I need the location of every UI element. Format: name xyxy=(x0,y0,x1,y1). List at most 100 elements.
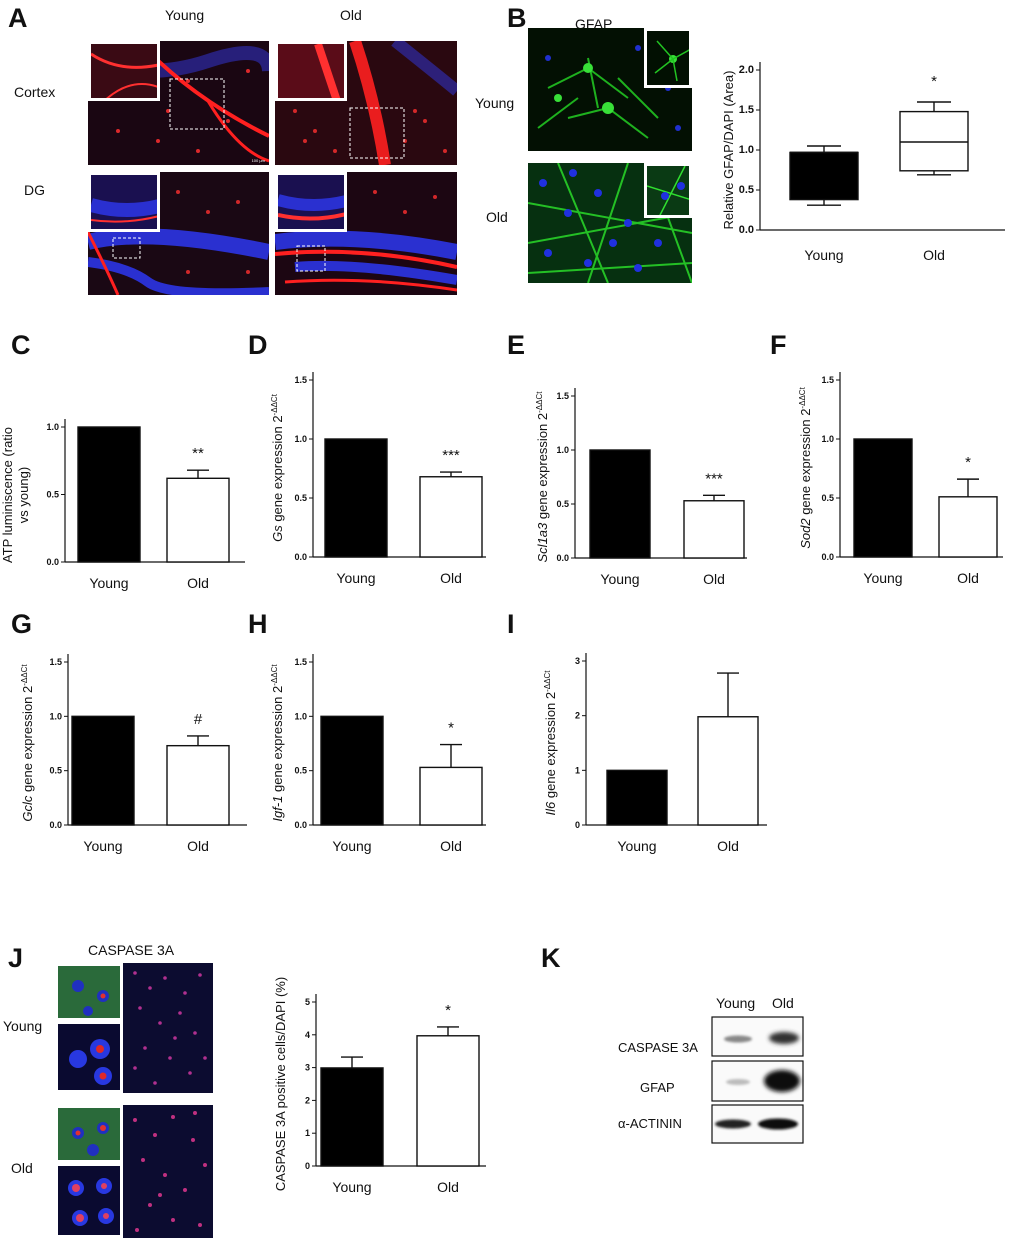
chart-b-ytick-label: 1.5 xyxy=(739,104,754,116)
chart-i-ytick-label: 1 xyxy=(575,765,580,775)
chart-b-box-young xyxy=(789,151,859,201)
chart-g-significance: # xyxy=(194,711,203,728)
micrograph-dg-young xyxy=(88,172,269,295)
chart-h-ytick-label: 0.0 xyxy=(294,820,307,830)
chart-g-ytick-label: 1.0 xyxy=(49,711,62,721)
panel-label-c: C xyxy=(11,330,31,360)
chart-i-xtick-label: Old xyxy=(717,838,739,854)
inset-dg-young xyxy=(88,172,160,232)
chart-g-bar-old xyxy=(166,744,230,826)
chart-h-ytick-label: 0.5 xyxy=(294,766,307,776)
panel-b-old-label: Old xyxy=(486,209,508,225)
inset-cortex-old-stain xyxy=(314,44,341,98)
inset-caspase-old-merge xyxy=(55,1105,123,1163)
chart-e-xtick-label: Young xyxy=(600,571,639,587)
chart-j-ytick-label: 3 xyxy=(305,1063,310,1073)
chart-e-ylabel: Scl1a3 gene expression 2-ΔΔCt xyxy=(535,391,550,563)
chart-c-bar-old xyxy=(166,477,230,563)
chart-e-significance: *** xyxy=(705,470,723,487)
inset-caspase-old-merge-stain xyxy=(72,1122,109,1156)
panel-j-old-label: Old xyxy=(11,1160,33,1176)
band-caspase-old xyxy=(769,1032,799,1044)
panel-label-d: D xyxy=(248,330,268,360)
chart-d-ytick-label: 1.0 xyxy=(294,434,307,444)
chart-f-bar-old xyxy=(938,496,998,558)
chart-b-ytick-label: 2.0 xyxy=(739,64,754,76)
chart-c-bar-young xyxy=(77,426,141,563)
chart-j-xtick-label: Old xyxy=(437,1179,459,1195)
chart-g-xtick-label: Old xyxy=(187,838,209,854)
band-gfap-young xyxy=(726,1079,750,1085)
chart-c-ylabel: ATP luminiscence (ratiovs young) xyxy=(0,427,31,563)
chart-j-bar-old xyxy=(416,1035,480,1167)
chart-h-bar-young xyxy=(320,715,384,826)
chart-e-bar-young xyxy=(589,449,651,559)
chart-d-ylabel: Gs gene expression 2-ΔΔCt xyxy=(270,393,285,542)
chart-h-ylabel: Igf-1 gene expression 2-ΔΔCt xyxy=(270,664,285,822)
chart-b-ytick-label: 0.5 xyxy=(739,184,754,196)
chart-i-ytick-label: 3 xyxy=(575,656,580,666)
chart-j-ytick-label: 2 xyxy=(305,1095,310,1105)
inset-caspase-young-zoom-stain xyxy=(69,1039,112,1085)
chart-f-significance: * xyxy=(965,454,971,471)
panel-label-b: B xyxy=(507,3,527,33)
chart-b-ytick-label: 1.0 xyxy=(739,144,754,156)
chart-f-xtick-label: Old xyxy=(957,570,979,586)
chart-d-ytick-label: 1.5 xyxy=(294,375,307,385)
chart-i-ytick-label: 2 xyxy=(575,711,580,721)
chart-i-bar-young xyxy=(606,769,668,826)
chart-b-xtick-label: Old xyxy=(923,247,945,263)
wb-label-actinin: α-ACTININ xyxy=(618,1116,682,1131)
cortex-old-stain xyxy=(275,41,457,165)
chart-c-xtick-label: Old xyxy=(187,575,209,591)
inset-caspase-young-merge-stain xyxy=(72,980,109,1016)
chart-c-ytick-label: 0.5 xyxy=(46,490,59,500)
panel-a-dg-label: DG xyxy=(24,182,45,198)
inset-dg-young-stain xyxy=(91,198,157,223)
inset-gfap-old xyxy=(644,163,692,218)
chart-e-ytick-label: 0.0 xyxy=(556,553,569,563)
panel-b-young-label: Young xyxy=(475,95,515,111)
chart-f-ytick-label: 1.5 xyxy=(821,375,834,385)
chart-i-ytick-label: 0 xyxy=(575,820,580,830)
chart-d-significance: *** xyxy=(442,447,460,464)
chart-b-ytick-label: 0.0 xyxy=(739,224,754,236)
inset-caspase-old-zoom xyxy=(55,1163,123,1238)
chart-j-significance: * xyxy=(445,1002,451,1019)
chart-h-xtick-label: Young xyxy=(332,838,371,854)
inset-gfap-young-stain xyxy=(654,40,689,82)
chart-h-bar-old xyxy=(419,766,483,826)
panel-label-e: E xyxy=(507,330,526,360)
chart-g-ytick-label: 0.5 xyxy=(49,766,62,776)
panel-j-young-label: Young xyxy=(3,1018,43,1034)
panel-label-i: I xyxy=(507,609,515,639)
chart-i-xtick-label: Young xyxy=(617,838,656,854)
chart-j-ylabel: CASPASE 3A positive cells/DAPI (%) xyxy=(273,977,288,1191)
inset-cortex-young-stain xyxy=(91,52,157,98)
band-gfap-old xyxy=(764,1070,800,1092)
chart-g-ytick-label: 1.5 xyxy=(49,657,62,667)
inset-dg-old xyxy=(275,172,347,232)
chart-f-ytick-label: 0.0 xyxy=(821,552,834,562)
chart-d-bar-young xyxy=(324,438,388,558)
panel-label-j: J xyxy=(8,943,24,973)
chart-f-ytick-label: 1.0 xyxy=(821,434,834,444)
chart-d-bar-old xyxy=(419,476,483,558)
chart-f-xtick-label: Young xyxy=(863,570,902,586)
chart-b-xtick-label: Young xyxy=(804,247,843,263)
panel-label-f: F xyxy=(770,330,787,360)
chart-e-ytick-label: 1.0 xyxy=(556,445,569,455)
micrograph-gfap-old xyxy=(528,163,692,283)
inset-gfap-old-stain xyxy=(647,166,689,215)
chart-i-bar-old xyxy=(697,716,759,826)
panel-a-cortex-label: Cortex xyxy=(14,84,56,100)
chart-g-xtick-label: Young xyxy=(83,838,122,854)
chart-i-ylabel: Il6 gene expression 2-ΔΔCt xyxy=(543,670,558,816)
band-actinin-old xyxy=(758,1118,798,1130)
chart-j-ytick-label: 4 xyxy=(305,1030,310,1040)
micrograph-dg-old xyxy=(275,172,457,295)
chart-e-ytick-label: 0.5 xyxy=(556,499,569,509)
wb-label-caspase: CASPASE 3A xyxy=(618,1040,698,1055)
